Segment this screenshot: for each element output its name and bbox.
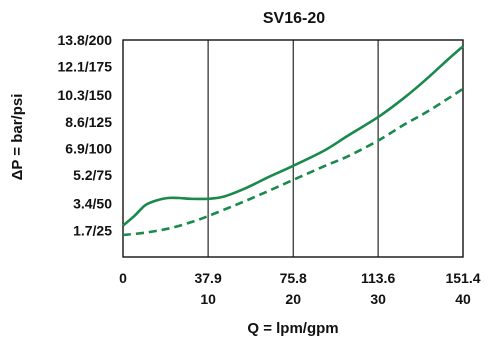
y-tick-label-2: 5.2/75 xyxy=(73,167,112,183)
x-tick-label-gpm-4: 40 xyxy=(455,291,471,307)
x-tick-label-lpm-1: 37.9 xyxy=(194,270,221,286)
chart-title: SV16-20 xyxy=(263,10,325,27)
series-group xyxy=(122,45,464,237)
plot-frame xyxy=(122,39,464,258)
x-tick-label-lpm-4: 151.4 xyxy=(445,270,480,286)
y-tick-label-5: 10.3/150 xyxy=(58,87,113,103)
x-tick-label-gpm-2: 20 xyxy=(285,291,301,307)
y-axis-label: ΔP = bar/psi xyxy=(9,94,26,181)
y-tick-label-4: 8.6/125 xyxy=(65,114,112,130)
series-line-dashed xyxy=(122,87,464,237)
y-tick-label-7: 13.8/200 xyxy=(58,32,113,48)
x-tick-label-gpm-1: 10 xyxy=(200,291,216,307)
y-tick-label-3: 6.9/100 xyxy=(65,141,112,157)
x-tick-label-lpm-3: 113.6 xyxy=(361,270,395,286)
x-axis-label: Q = lpm/gpm xyxy=(247,320,338,337)
series-line-solid xyxy=(122,45,464,227)
x-tick-labels: 0 37.9 10 75.8 20 113.6 30 151.4 40 xyxy=(119,270,481,307)
y-tick-label-6: 12.1/175 xyxy=(58,59,113,75)
grid xyxy=(207,40,379,257)
y-tick-label-1: 3.4/50 xyxy=(73,196,112,212)
x-tick-label-lpm-0: 0 xyxy=(119,270,127,286)
y-tick-label-0: 1.7/25 xyxy=(73,222,112,238)
y-tick-labels: 1.7/25 3.4/50 5.2/75 6.9/100 8.6/125 10.3/150… xyxy=(58,32,113,238)
x-tick-label-gpm-3: 30 xyxy=(370,291,386,307)
x-tick-label-lpm-2: 75.8 xyxy=(280,270,307,286)
